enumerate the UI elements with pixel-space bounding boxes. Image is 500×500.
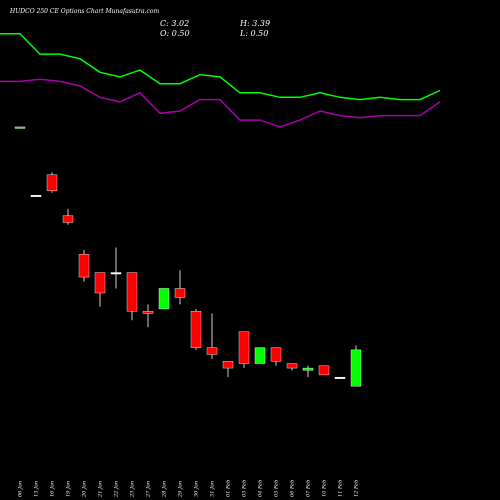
x-tick-label: 22 Jan <box>114 481 120 498</box>
x-tick-label: 29 Jan <box>178 481 184 498</box>
x-tick-label: 30 Jan <box>194 481 200 497</box>
candle-20-jan <box>78 249 90 282</box>
candle-body <box>318 365 330 376</box>
x-tick-label: 06 Feb <box>290 480 296 497</box>
chart-title: HUDCO 250 CE Options Chart Munafasutra.c… <box>10 8 160 15</box>
x-tick-label: 05 Feb <box>274 480 280 497</box>
candle-body <box>62 215 74 223</box>
open-readout: O: 0.50 <box>160 29 190 38</box>
candle-10-feb <box>318 365 330 376</box>
candle-04-feb <box>254 347 266 364</box>
candle-11-feb <box>334 376 346 379</box>
candle-03-feb <box>238 331 250 369</box>
candle-21-jan <box>94 272 106 307</box>
candle-body <box>142 311 154 314</box>
candle-13-jan <box>30 194 42 197</box>
candle-05-feb <box>270 347 282 366</box>
x-tick-label: 03 Feb <box>242 480 248 497</box>
x-tick-label: 27 Jan <box>146 481 152 498</box>
x-tick-label: 06 Jan <box>18 481 24 497</box>
x-tick-label: 20 Jan <box>82 481 88 498</box>
x-tick-label: 01 Feb <box>226 480 232 497</box>
x-tick-label: 19 Jan <box>66 481 72 497</box>
candle-12-feb <box>350 345 362 387</box>
candle-27-jan <box>142 304 154 328</box>
x-tick-label: 31 Jan <box>210 481 216 497</box>
x-tick-label: 21 Jan <box>98 481 104 498</box>
candle-06-feb <box>286 363 298 371</box>
candle-body <box>190 311 202 348</box>
candle-body <box>126 272 138 312</box>
candle-01-feb <box>222 361 234 378</box>
indicator-line-2 <box>0 78 441 128</box>
candle-body <box>30 194 42 197</box>
candle-07-feb <box>302 365 314 378</box>
x-axis-ticks: 06 Jan 13 Jan 16 Jan 19 Jan 20 Jan 21 Jan 22 J… <box>18 480 360 498</box>
candle-body <box>254 347 266 364</box>
x-tick-label: 11 Feb <box>338 480 344 497</box>
x-tick-label: 13 Jan <box>34 481 40 497</box>
candle-16-jan <box>46 172 58 193</box>
candle-28-jan <box>158 288 170 310</box>
x-tick-label: 04 Feb <box>258 480 264 497</box>
candle-29-jan <box>174 270 186 305</box>
candle-19-jan <box>62 208 74 225</box>
candle-body <box>350 349 362 387</box>
candle-body <box>222 361 234 369</box>
candle-31-jan <box>206 313 218 359</box>
candle-body <box>270 347 282 362</box>
indicator-line-1 <box>0 32 441 101</box>
candle-30-jan <box>190 308 202 350</box>
candle-body <box>46 174 58 191</box>
candle-body <box>206 347 218 355</box>
x-tick-label: 07 Feb <box>306 480 312 497</box>
candle-body <box>158 288 170 310</box>
candle-23-jan <box>126 272 138 321</box>
high-readout: H: 3.39 <box>240 19 271 28</box>
x-tick-label: 23 Jan <box>130 481 136 498</box>
candles <box>14 126 362 387</box>
candle-body <box>174 288 186 298</box>
candle-body <box>238 331 250 364</box>
x-tick-label: 12 Feb <box>354 480 360 497</box>
indicator-lines <box>0 32 441 128</box>
candle-body <box>302 367 314 371</box>
candle-body <box>78 254 90 278</box>
low-readout: L: 0.50 <box>240 29 269 38</box>
x-tick-label: 28 Jan <box>162 481 168 498</box>
x-tick-label: 16 Jan <box>50 481 56 497</box>
candle-body <box>334 376 346 379</box>
x-tick-label: 10 Feb <box>322 480 328 497</box>
close-readout: C: 3.02 <box>160 19 190 28</box>
candle-22-jan <box>110 247 122 289</box>
candle-body <box>110 272 122 275</box>
candle-body <box>286 363 298 369</box>
candle-body <box>14 126 26 129</box>
candle-body <box>94 272 106 294</box>
candle-06-jan <box>14 126 26 129</box>
